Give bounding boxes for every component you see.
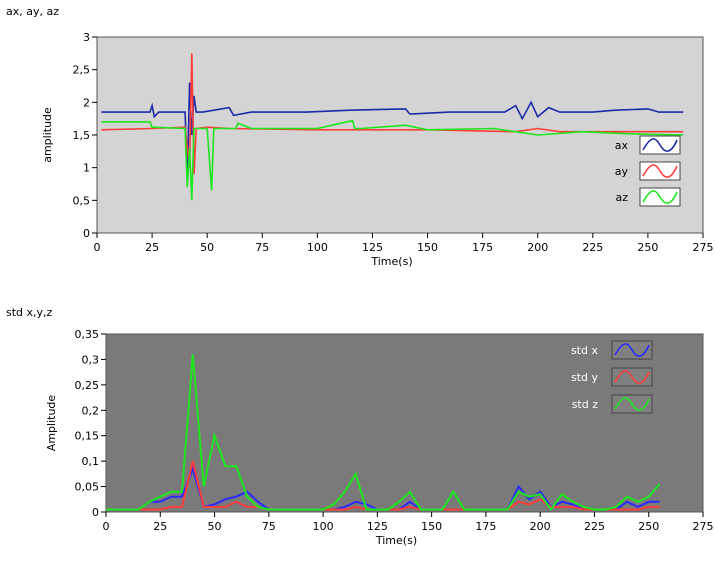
y-tick-label: 0,5 xyxy=(73,194,91,207)
x-tick-label: 0 xyxy=(103,520,110,533)
y-tick-label: 1 xyxy=(83,162,90,175)
x-tick-label: 100 xyxy=(307,241,328,254)
x-tick-label: 25 xyxy=(153,520,167,533)
x-tick-label: 150 xyxy=(421,520,442,533)
x-tick-label: 25 xyxy=(145,241,159,254)
legend-label: std x xyxy=(571,344,599,357)
x-tick-label: 275 xyxy=(693,520,714,533)
y-tick-label: 0,35 xyxy=(75,328,100,341)
x-tick-label: 50 xyxy=(200,241,214,254)
x-tick-label: 100 xyxy=(313,520,334,533)
legend-swatch-line xyxy=(614,343,650,357)
x-tick-label: 0 xyxy=(94,241,101,254)
legend-swatch-line xyxy=(614,397,650,411)
y-tick-label: 3 xyxy=(83,31,90,44)
y-tick-label: 0,05 xyxy=(75,481,100,494)
y-tick-label: 2 xyxy=(83,96,90,109)
y-axis-label: amplitude xyxy=(41,107,54,163)
x-tick-label: 125 xyxy=(367,520,388,533)
series-line-ay xyxy=(101,53,684,175)
plot-area xyxy=(96,36,704,234)
y-tick-label: 0,15 xyxy=(75,430,100,443)
x-tick-label: 150 xyxy=(417,241,438,254)
y-tick-label: 0,2 xyxy=(82,404,100,417)
chart-title: ax, ay, az xyxy=(6,5,59,18)
legend-swatch-line xyxy=(614,370,650,384)
chart-title: std x,y,z xyxy=(6,306,53,319)
series-line-az xyxy=(101,119,684,201)
series-line-std-z xyxy=(106,354,661,512)
y-tick-label: 0,1 xyxy=(82,455,100,468)
chart-1: ax, ay, az 0 0,5 1 1,5 2 2,5 3 0 25 50 75 100 125 150 1… xyxy=(6,5,714,268)
y-tick-label: 1,5 xyxy=(73,129,91,142)
x-tick-label: 250 xyxy=(638,520,659,533)
x-tick-label: 200 xyxy=(530,520,551,533)
legend-label: az xyxy=(615,191,628,204)
y-axis-label: Amplitude xyxy=(45,395,58,452)
plot-area xyxy=(105,333,704,513)
y-tick-label: 0 xyxy=(92,506,99,519)
legend-swatch-line xyxy=(642,138,678,152)
y-tick-label: 0 xyxy=(83,227,90,240)
x-tick-label: 200 xyxy=(527,241,548,254)
x-tick-label: 75 xyxy=(255,241,269,254)
x-tick-label: 175 xyxy=(472,241,493,254)
chart-2: std x,y,z 0 0,05 0,1 0,15 0,2 0,25 0,3 0,35 0 25 50… xyxy=(6,306,714,547)
y-tick-label: 2,5 xyxy=(73,64,91,77)
x-axis-label: Time(s) xyxy=(375,534,417,547)
series-line-std-y xyxy=(106,460,660,511)
legend-label: ax xyxy=(615,139,629,152)
legend-label: std y xyxy=(571,371,599,384)
x-axis-label: Time(s) xyxy=(370,255,412,268)
x-tick-label: 225 xyxy=(584,520,605,533)
legend-swatch-line xyxy=(642,164,678,178)
x-tick-label: 275 xyxy=(693,241,714,254)
legend-swatch-line xyxy=(642,190,678,204)
x-tick-label: 75 xyxy=(262,520,276,533)
x-tick-label: 250 xyxy=(637,241,658,254)
legend-label: ay xyxy=(615,165,629,178)
y-tick-label: 0,3 xyxy=(82,353,100,366)
x-tick-label: 125 xyxy=(362,241,383,254)
x-tick-label: 50 xyxy=(208,520,222,533)
x-tick-label: 175 xyxy=(475,520,496,533)
legend-label: std z xyxy=(572,398,599,411)
series-line-ax xyxy=(101,82,684,181)
y-tick-label: 0,25 xyxy=(75,379,100,392)
x-tick-label: 225 xyxy=(582,241,603,254)
